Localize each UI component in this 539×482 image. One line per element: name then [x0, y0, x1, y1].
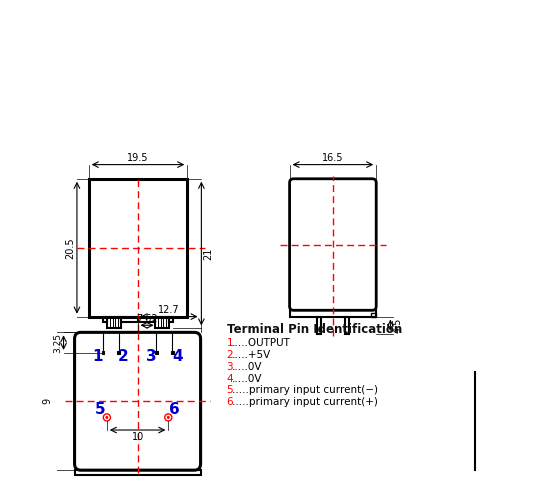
Bar	[118, 351, 120, 354]
Bar	[89, 179, 187, 317]
Text: Terminal Pin Identification: Terminal Pin Identification	[226, 323, 402, 336]
Text: 6: 6	[226, 397, 233, 407]
Text: 19.5: 19.5	[127, 153, 149, 163]
Text: 3.25: 3.25	[53, 333, 62, 353]
Bar	[121, 317, 137, 322]
Text: 9: 9	[43, 398, 52, 404]
Circle shape	[168, 416, 169, 418]
Text: 16.5: 16.5	[322, 153, 344, 163]
Bar	[74, 470, 201, 475]
Bar	[107, 317, 121, 328]
Text: 1: 1	[226, 338, 233, 348]
Text: 2: 2	[226, 350, 233, 360]
Text: .....OUTPUT: .....OUTPUT	[232, 338, 291, 348]
Bar	[101, 351, 105, 354]
Text: 7.62: 7.62	[136, 314, 158, 324]
Text: 3: 3	[226, 362, 233, 372]
Text: 5: 5	[95, 402, 106, 417]
Bar	[171, 351, 174, 354]
Text: 21: 21	[203, 247, 213, 260]
Bar	[103, 317, 107, 322]
Bar	[317, 317, 321, 334]
Bar	[169, 317, 173, 322]
Text: 2: 2	[118, 349, 129, 364]
Text: .....0V: .....0V	[232, 362, 262, 372]
Circle shape	[106, 416, 108, 418]
Text: 4: 4	[172, 349, 183, 364]
Bar	[345, 317, 349, 334]
Text: .....primary input current(−): .....primary input current(−)	[232, 386, 378, 395]
Text: 10: 10	[132, 431, 144, 442]
Text: 4.5: 4.5	[393, 318, 403, 333]
Text: .....primary input current(+): .....primary input current(+)	[232, 397, 378, 407]
Text: 6: 6	[169, 402, 180, 417]
Bar	[155, 351, 158, 354]
Text: 3: 3	[147, 349, 157, 364]
Text: .....+5V: .....+5V	[232, 350, 271, 360]
Text: .....0V: .....0V	[232, 374, 262, 384]
Bar	[155, 317, 169, 328]
Bar	[139, 317, 155, 322]
Text: 20.5: 20.5	[65, 237, 75, 258]
Text: 12.7: 12.7	[158, 305, 180, 315]
Bar	[371, 313, 376, 317]
Bar	[289, 310, 376, 317]
Text: 1: 1	[92, 349, 102, 364]
Text: 4: 4	[226, 374, 233, 384]
Text: 5: 5	[226, 386, 233, 395]
